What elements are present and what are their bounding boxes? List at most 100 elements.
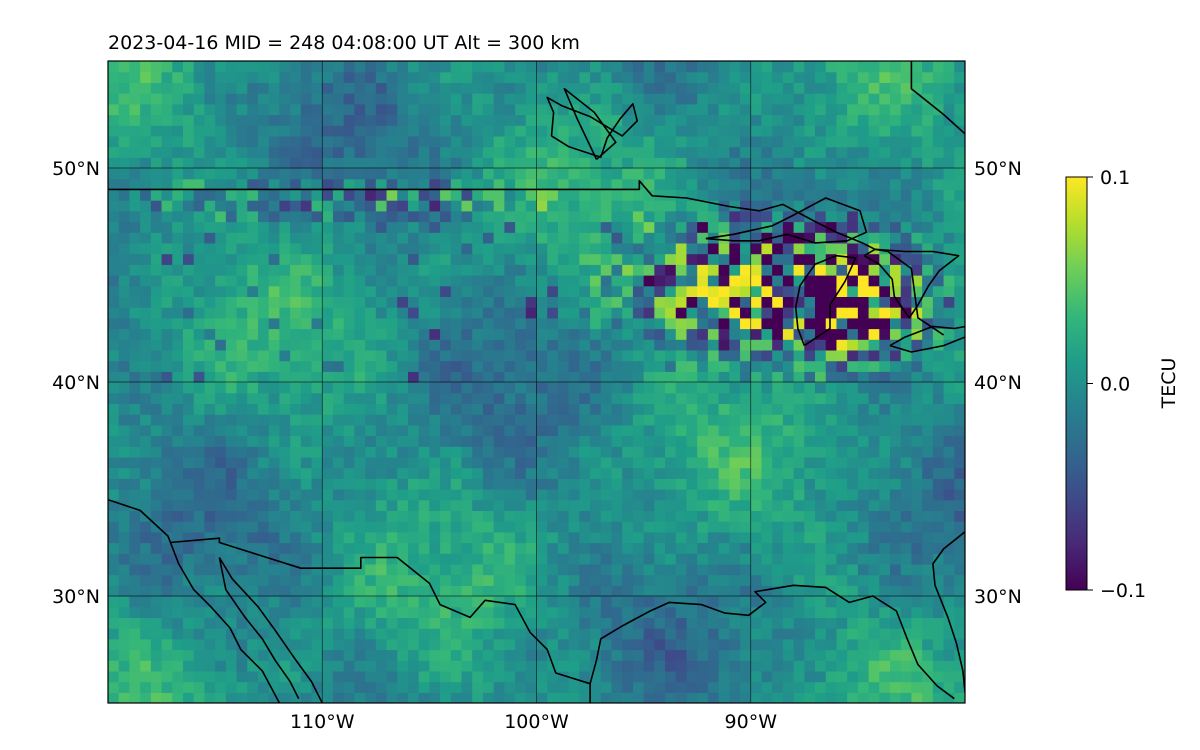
heatmap-cell [772, 146, 784, 158]
heatmap-cell [225, 275, 238, 287]
heatmap-cell [504, 264, 516, 276]
heatmap-cell [932, 585, 945, 597]
heatmap-cell [590, 317, 602, 330]
heatmap-cell [868, 168, 880, 180]
heatmap-cell [718, 328, 730, 340]
heatmap-cell [729, 71, 741, 83]
heatmap-cell [365, 253, 377, 265]
heatmap-cell [932, 157, 945, 169]
heatmap-cell [622, 692, 634, 703]
heatmap-cell [868, 585, 880, 597]
heatmap-cell [515, 456, 527, 469]
heatmap-cell [161, 221, 173, 233]
heatmap-cell [772, 553, 784, 565]
heatmap-cell [847, 499, 859, 511]
heatmap-cell [718, 510, 730, 522]
heatmap-cell [354, 339, 366, 351]
heatmap-cell [482, 168, 495, 180]
heatmap-cell [750, 317, 763, 330]
heatmap-cell [536, 232, 548, 244]
heatmap-cell [879, 146, 891, 158]
heatmap-cell [579, 125, 591, 137]
heatmap-cell [129, 339, 141, 351]
heatmap-cell [697, 531, 709, 544]
heatmap-cell [815, 542, 827, 554]
heatmap-cell [847, 382, 859, 394]
heatmap-cell [204, 531, 216, 544]
heatmap-cell [407, 125, 420, 137]
heatmap-cell [418, 146, 430, 158]
heatmap-cell [740, 574, 752, 586]
heatmap-cell [729, 189, 741, 201]
heatmap-cell [804, 221, 816, 233]
heatmap-cell [793, 692, 805, 703]
heatmap-cell [268, 93, 280, 105]
heatmap-cell [515, 424, 527, 437]
heatmap-cell [140, 542, 152, 554]
heatmap-cell [140, 371, 152, 383]
heatmap-cell [257, 499, 270, 511]
heatmap-cell [547, 478, 559, 490]
heatmap-cell [472, 307, 484, 319]
heatmap-cell [290, 178, 302, 190]
heatmap-cell [215, 596, 227, 608]
heatmap-cell [750, 200, 763, 212]
heatmap-cell [879, 103, 891, 116]
heatmap-cell [354, 638, 366, 651]
heatmap-cell [204, 93, 216, 105]
heatmap-cell [557, 93, 570, 105]
heatmap-cell [729, 253, 741, 265]
heatmap-cell [943, 210, 955, 223]
heatmap-cell [407, 189, 420, 201]
heatmap-cell [729, 660, 741, 672]
heatmap-cell [311, 221, 323, 233]
heatmap-cell [397, 317, 409, 330]
heatmap-cell [365, 189, 377, 201]
heatmap-cell [150, 531, 163, 544]
heatmap-cell [182, 478, 195, 490]
heatmap-cell [450, 489, 463, 501]
heatmap-cell [943, 446, 955, 458]
heatmap-cell [568, 168, 580, 180]
heatmap-cell [868, 221, 880, 233]
heatmap-cell [118, 339, 131, 351]
heatmap-cell [547, 456, 559, 469]
coastline-segment [910, 61, 965, 135]
heatmap-cell [825, 681, 838, 693]
heatmap-cell [815, 210, 827, 223]
heatmap-cell [407, 317, 420, 330]
heatmap-cell [215, 157, 227, 169]
heatmap-cell [311, 135, 323, 148]
heatmap-cell [247, 71, 259, 83]
heatmap-cell [354, 61, 366, 73]
heatmap-cell [654, 307, 666, 319]
heatmap-cell [879, 670, 891, 683]
heatmap-cell [515, 93, 527, 105]
heatmap-cell [108, 242, 120, 255]
heatmap-cell [386, 692, 398, 703]
heatmap-cell [461, 371, 473, 383]
heatmap-cell [825, 242, 838, 255]
heatmap-cell [590, 649, 602, 661]
heatmap-cell [675, 670, 688, 683]
heatmap-cell [354, 103, 366, 116]
heatmap-cell [697, 670, 709, 683]
heatmap-cell [697, 146, 709, 158]
heatmap-cell [707, 210, 720, 223]
heatmap-cell [782, 510, 795, 522]
heatmap-cell [632, 521, 645, 533]
heatmap-cell [365, 146, 377, 158]
heatmap-cell [857, 510, 870, 522]
heatmap-cell [150, 692, 163, 703]
heatmap-cell [911, 253, 923, 265]
heatmap-cell [579, 531, 591, 544]
heatmap-cell [600, 649, 613, 661]
heatmap-cell [868, 178, 880, 190]
heatmap-cell [279, 414, 291, 426]
heatmap-cell [332, 317, 345, 330]
heatmap-cell [922, 660, 934, 672]
heatmap-cell [729, 392, 741, 404]
heatmap-cell [482, 499, 495, 511]
heatmap-cell [407, 542, 420, 554]
heatmap-cell [204, 232, 216, 244]
